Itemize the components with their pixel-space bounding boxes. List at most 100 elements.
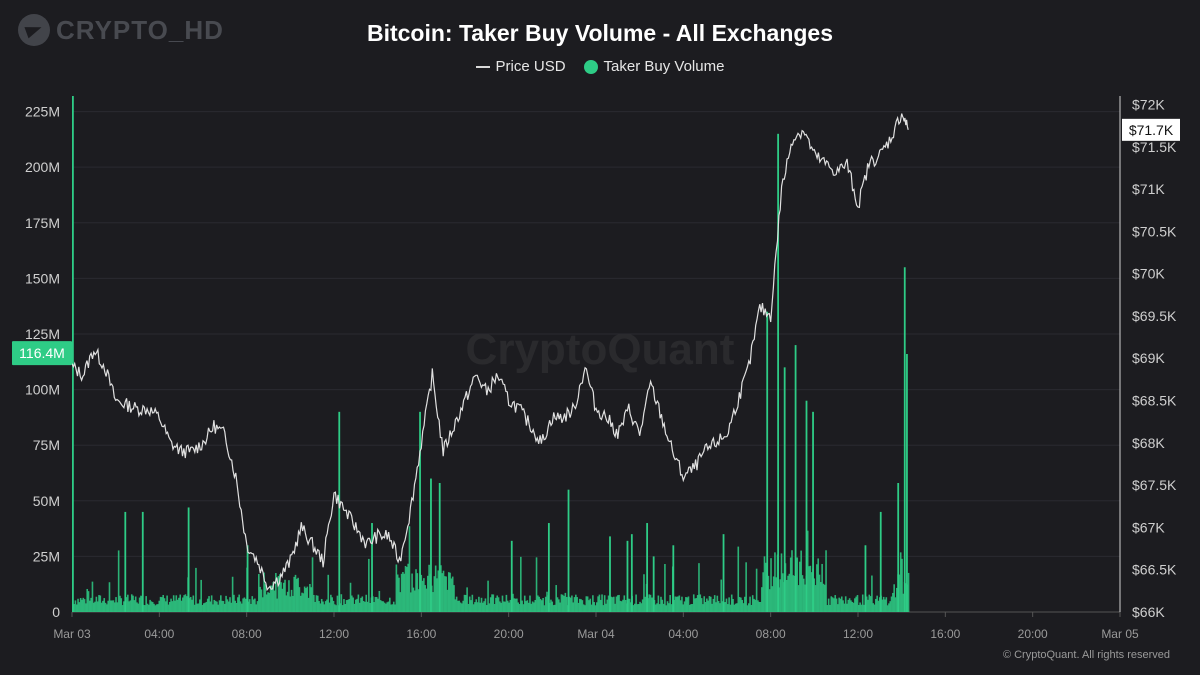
volume-bar [712,598,715,612]
legend-item-volume[interactable]: Taker Buy Volume [583,58,724,75]
volume-bar [698,563,700,612]
right-tick-label: $66.5K [1132,562,1177,578]
volume-bar [560,594,563,612]
volume-bar [554,604,556,612]
volume-bar [313,594,315,612]
volume-bar [272,582,275,612]
price-line [71,113,909,592]
volume-bar [797,585,800,612]
volume-bar [616,595,619,612]
volume-bar [237,597,239,612]
volume-bar [218,600,221,612]
volume-bar [347,599,349,612]
volume-bar [226,599,229,612]
volume-bar [275,573,277,612]
right-tick-label: $70K [1132,266,1165,282]
volume-bar [265,594,268,612]
volume-bar [138,597,141,612]
volume-bar [231,576,234,612]
volume-bar [685,597,687,612]
volume-bar [323,604,326,612]
volume-bar [379,600,382,612]
volume-bar [301,592,303,612]
volume-bar [563,595,565,612]
volume-bar [894,597,897,612]
volume-bar [442,570,445,612]
volume-bar [530,603,533,612]
volume-bar [744,596,746,612]
volume-bar [561,594,564,612]
volume-bar [717,601,720,612]
volume-bar [336,595,339,612]
volume-bar [683,601,686,612]
volume-bar [358,602,361,612]
volume-bar [309,583,311,612]
volume-bar [905,583,907,612]
volume-bar [520,556,522,612]
volume-bar [758,601,761,612]
volume-bar [391,604,394,612]
volume-bar [310,587,313,612]
volume-bar [603,595,606,612]
volume-bar [702,604,704,612]
volume-bar [669,595,671,612]
volume-bar [470,600,472,612]
chart-title: Bitcoin: Taker Buy Volume - All Exchange… [366,20,834,46]
volume-bar [92,602,95,612]
volume-bar [751,595,754,612]
cryptoquant-watermark: CryptoQuant [465,325,735,374]
volume-bar [290,589,293,612]
volume-bar [165,601,167,612]
volume-bar [162,594,164,612]
right-tick-label: $71.5K [1132,139,1177,155]
volume-bar [351,595,353,612]
volume-bar [624,599,627,612]
volume-bar [158,600,161,612]
volume-bar [901,558,903,612]
volume-bar [782,573,784,612]
legend-item-price[interactable]: Price USD [475,58,566,75]
volume-bar [155,604,158,612]
volume-bar [496,595,499,612]
volume-bar [340,594,343,612]
volume-bar [428,564,430,612]
right-tick-label: $68K [1132,435,1165,451]
volume-bar [754,599,757,612]
volume-bar [839,598,842,612]
volume-bar [521,600,523,612]
volume-bar [86,588,89,612]
volume-bar [374,596,377,612]
volume-bar [886,605,889,612]
volume-bar [377,598,379,612]
volume-bar [243,597,246,612]
volume-bar [119,595,121,612]
volume-bar [893,584,895,612]
volume-bar [280,582,282,612]
volume-bar [132,595,134,612]
volume-bar [670,604,673,612]
volume-bar [732,598,734,612]
volume-bar [643,574,645,612]
volume-bar [199,599,201,612]
volume-spike [626,540,629,612]
x-tick-label: 12:00 [319,627,349,641]
volume-bar [780,553,783,612]
volume-bar [252,599,255,612]
volume-spike [652,556,655,612]
volume-bar [876,595,878,612]
legend-label-price: Price USD [495,58,566,75]
volume-bar [91,581,94,612]
volume-bar [707,600,709,612]
volume-bar [833,598,835,612]
right-tick-label: $67K [1132,519,1165,535]
volume-bar [314,601,316,612]
volume-bar [637,604,640,612]
volume-bar [407,563,409,612]
volume-bar [706,598,708,612]
volume-bar [804,584,806,612]
right-tick-label: $71K [1132,181,1165,197]
volume-bar [277,576,280,612]
volume-bar [842,600,844,612]
volume-bar [540,600,543,612]
